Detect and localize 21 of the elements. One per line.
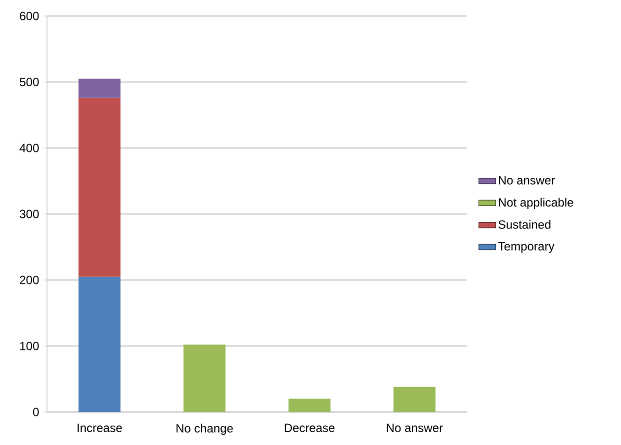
legend-label: Sustained bbox=[498, 220, 550, 229]
y-tick-label: 200 bbox=[20, 276, 39, 284]
bar bbox=[78, 78, 120, 98]
bar bbox=[184, 344, 226, 412]
bar bbox=[78, 276, 120, 412]
bar bbox=[288, 398, 330, 412]
y-tick-label: 500 bbox=[20, 78, 39, 86]
legend-label: Not applicable bbox=[498, 198, 574, 209]
x-tick-label: Increase bbox=[78, 424, 122, 432]
bar bbox=[394, 386, 436, 412]
y-tick-label: 300 bbox=[20, 210, 39, 218]
legend-label: Temporary bbox=[498, 242, 554, 253]
bar bbox=[78, 98, 120, 277]
y-tick-label: 600 bbox=[20, 12, 39, 20]
x-tick-label: Decrease bbox=[284, 424, 335, 432]
y-tick-label: 0 bbox=[33, 408, 39, 416]
legend-label: No answer bbox=[498, 176, 555, 184]
x-tick-label: No answer bbox=[386, 424, 443, 432]
y-tick-label: 400 bbox=[20, 144, 39, 152]
x-tick-label: No change bbox=[176, 424, 233, 435]
y-tick-label: 100 bbox=[20, 342, 39, 350]
